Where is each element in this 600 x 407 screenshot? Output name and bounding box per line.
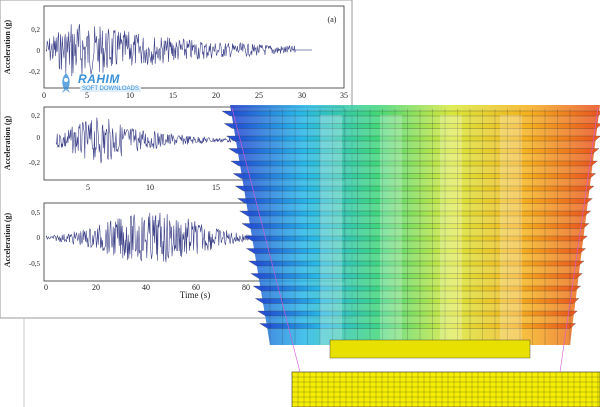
tick-label: 30 — [298, 91, 306, 100]
tick-label: -0,2 — [29, 68, 41, 76]
floor-slab — [223, 123, 600, 129]
tick-label: 0 — [37, 47, 41, 55]
panel-c-x-ticks: 0 20 40 60 80 — [44, 283, 250, 292]
trace-b — [55, 117, 240, 164]
tick-label: 15 — [169, 91, 177, 100]
core-wall — [500, 115, 522, 345]
floor-slab — [237, 198, 593, 204]
panel-b-y-ticks: 0,2 0 -0,2 — [29, 112, 41, 167]
tick-label: 0 — [37, 134, 41, 142]
tick-label: 0 — [44, 283, 48, 292]
guide-line — [559, 107, 599, 373]
y-axis-label: Acceleration (g) — [3, 212, 12, 267]
core-wall — [320, 115, 342, 345]
trace-c — [45, 212, 260, 263]
floor-slab — [228, 148, 600, 154]
floor-slab — [252, 285, 582, 292]
tick-label: -0,2 — [29, 159, 41, 167]
floor-slab — [241, 223, 590, 229]
floor-slab — [257, 310, 578, 317]
tick-label: 0,2 — [31, 112, 40, 120]
tick-label: 10 — [126, 91, 134, 100]
y-axis-label: Acceleration (g) — [3, 115, 12, 170]
floor-slab — [221, 110, 600, 117]
floor-slab — [232, 173, 597, 179]
tick-label: 5 — [86, 183, 90, 192]
panel-c-y-ticks: 0,5 0 -0,5 — [29, 209, 41, 268]
floor-slab — [245, 248, 587, 254]
core-wall — [440, 115, 462, 345]
panel-a-y-ticks: 0,2 0 -0,2 — [29, 26, 41, 76]
watermark-logo: RAHIM SOFT DOWNLOADS — [56, 72, 146, 104]
tick-label: 5 — [85, 91, 89, 100]
floor-slab — [248, 260, 585, 267]
tick-label: 80 — [242, 283, 250, 292]
floor-slab — [230, 160, 598, 167]
y-axis-label: Acceleration (g) — [3, 19, 12, 74]
floor-slab — [250, 273, 583, 279]
building-3d-model — [221, 105, 600, 407]
tick-label: 15 — [212, 183, 220, 192]
floor-slab — [239, 210, 592, 217]
podium-level — [329, 339, 531, 359]
tick-label: 20 — [92, 283, 100, 292]
seismogram-traces — [45, 24, 312, 263]
panel-b-x-ticks: 5 10 15 — [86, 183, 220, 192]
floor-slab — [259, 323, 577, 329]
x-axis-label: Time (s) — [180, 290, 210, 300]
core-wall — [380, 115, 402, 345]
tick-label: 40 — [142, 283, 150, 292]
watermark-text: RAHIM — [78, 72, 120, 86]
guide-line — [231, 107, 301, 373]
tick-label: 0,2 — [31, 26, 40, 34]
panel-a-x-ticks: 0 5 10 15 20 25 30 35 — [42, 91, 348, 100]
foundation-base — [291, 371, 600, 407]
tick-label: 20 — [212, 91, 220, 100]
tick-label: 35 — [340, 91, 348, 100]
tick-label: 0 — [37, 234, 41, 242]
plot-panel-a: (a) Acceleration (g) — [3, 5, 345, 89]
tick-label: 0,5 — [31, 209, 40, 217]
panel-label: (a) — [328, 15, 337, 24]
rocket-logo-icon — [62, 73, 70, 93]
floor-slab — [234, 185, 595, 192]
tick-label: -0,5 — [29, 260, 41, 268]
trace-a — [45, 24, 296, 77]
watermark-subtext: SOFT DOWNLOADS — [80, 86, 141, 92]
floor-slab — [254, 298, 580, 304]
tick-label: 10 — [146, 183, 154, 192]
tick-label: 0 — [42, 91, 46, 100]
floor-slab — [243, 235, 588, 242]
tick-label: 60 — [192, 283, 200, 292]
tick-label: 25 — [255, 91, 263, 100]
